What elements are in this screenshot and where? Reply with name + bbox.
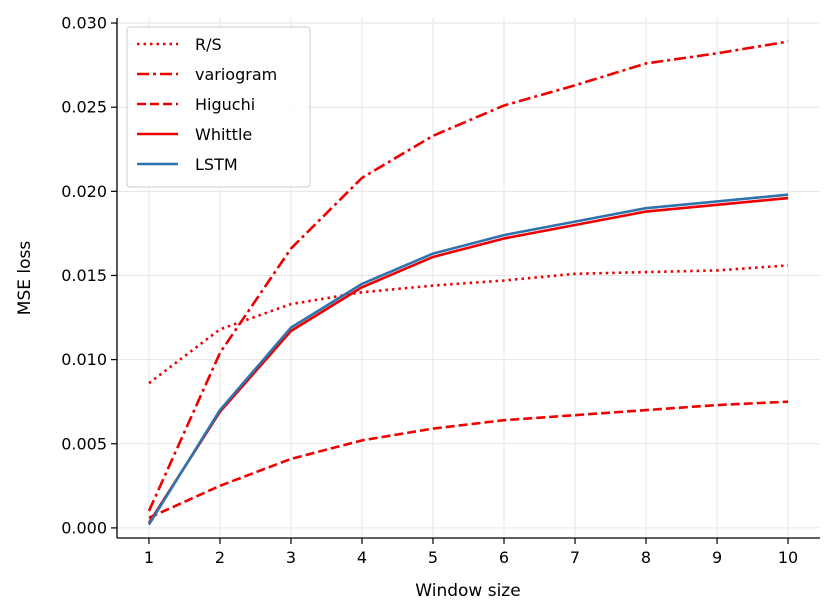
x-tick-label: 3: [286, 548, 296, 567]
x-ticks: 1 2 3 4 5 6 7 8 9 10: [144, 538, 798, 567]
x-tick-label: 7: [570, 548, 580, 567]
legend-label: R/S: [195, 35, 222, 54]
series-line-r-s: [148, 264, 789, 385]
series-line-lstm: [147, 193, 789, 526]
legend-label: Higuchi: [195, 95, 255, 114]
y-tick-label: 0.000: [61, 518, 107, 537]
x-tick-label: 10: [778, 548, 798, 567]
series-line-variogram: [147, 40, 789, 512]
y-tick-label: 0.020: [61, 182, 107, 201]
x-tick-label: 1: [144, 548, 154, 567]
legend-label: Whittle: [195, 125, 252, 144]
x-tick-label: 2: [215, 548, 225, 567]
y-tick-label: 0.010: [61, 350, 107, 369]
series-line-higuchi: [148, 400, 789, 519]
series-lines: [147, 40, 789, 526]
legend-box: [126, 26, 311, 188]
x-tick-label: 4: [357, 548, 367, 567]
x-tick-label: 5: [428, 548, 438, 567]
legend-label: LSTM: [195, 155, 238, 174]
legend-label: variogram: [195, 65, 277, 84]
y-axis-label: MSE loss: [15, 241, 35, 316]
axes: [116, 18, 820, 539]
y-ticks: 0.000 0.005 0.010 0.015 0.020 0.025 0.030: [61, 14, 117, 537]
y-tick-label: 0.015: [61, 266, 107, 285]
x-tick-label: 8: [641, 548, 651, 567]
x-axis-label: Window size: [415, 581, 520, 601]
legend: R/S variogram Higuchi Whittle LSTM: [126, 26, 311, 188]
y-tick-label: 0.025: [61, 98, 107, 117]
x-tick-label: 9: [712, 548, 722, 567]
y-tick-label: 0.005: [61, 434, 107, 453]
y-tick-label: 0.030: [61, 14, 107, 33]
x-tick-label: 6: [499, 548, 509, 567]
series-line-whittle: [147, 196, 789, 524]
